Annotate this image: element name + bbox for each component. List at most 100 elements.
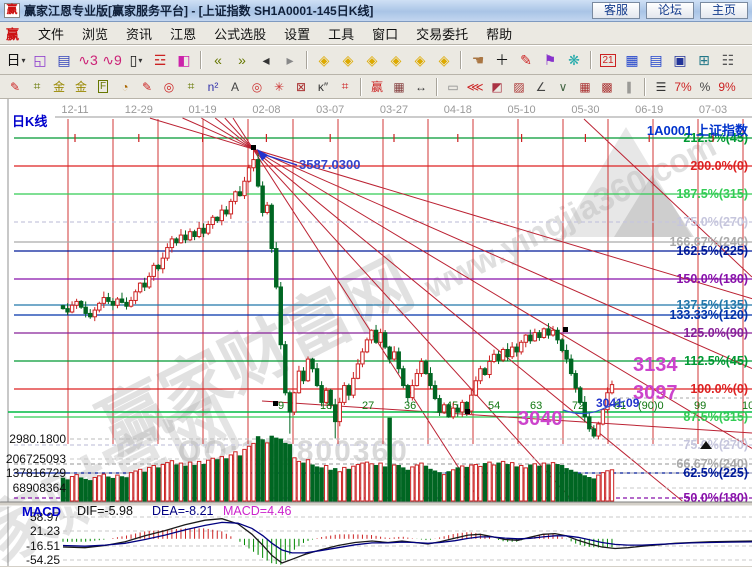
pattern-tool-icon[interactable]: ◱ [33, 51, 47, 68]
single-candle-dropdown-icon[interactable]: ▯ ▾ [129, 51, 143, 68]
starburst-tool-icon[interactable]: ✳ [273, 79, 285, 94]
text-tool-icon[interactable]: A [230, 79, 239, 94]
volume-bar [546, 464, 551, 502]
calculator-tool-icon[interactable]: ▦ [625, 51, 639, 68]
flag-tool-icon[interactable]: ⚑ [543, 51, 557, 68]
volume-bar [147, 466, 152, 502]
fan-lines-tool-icon[interactable]: ⋘ [466, 79, 484, 94]
gann-arrow-2-icon[interactable]: ◈ [342, 51, 354, 68]
candle-body [233, 191, 238, 202]
volume-scale-label: 206725093 [6, 452, 66, 466]
menu-item-0[interactable]: 文件 [38, 26, 65, 42]
candle-body [550, 329, 556, 336]
hand-tool-icon[interactable]: ☚ [471, 51, 485, 68]
calendar-tool-icon[interactable]: 21 [600, 53, 616, 67]
shaded-fan-tool-icon[interactable]: ◩ [491, 79, 503, 94]
chart-canvas[interactable]: 赢家财富网赢家财富网www.yingjia360.comQQ:100800360… [0, 99, 752, 567]
red-grid2-tool-icon[interactable]: ▩ [601, 79, 613, 94]
candle-body [97, 302, 102, 311]
span-tool-icon[interactable]: ↔ [415, 79, 427, 94]
gold-grid-tool-icon[interactable]: 金 [74, 80, 87, 94]
candle-body [405, 385, 411, 399]
volume-bar [491, 464, 497, 502]
target-tool-icon[interactable]: ◎ [251, 79, 263, 94]
menu-item-8[interactable]: 交易委托 [416, 26, 469, 42]
volume-bar [215, 459, 220, 502]
candle-body [478, 368, 483, 382]
scale-ruler-tool-icon[interactable]: ☰ [655, 79, 667, 94]
boxed-grid-tool-icon[interactable]: ⊠ [295, 79, 307, 94]
nav-last-icon[interactable]: » [238, 52, 246, 68]
percent-tool-icon[interactable]: % [699, 79, 711, 94]
toolbar-gann-tools: ✎ ⌗ 金金 F ◔ ✎ ◎ ⌗ n² A ◎ ✳ ⊠ ĸ″ ⌗ 赢 ▦ ↔ ▭ ⋘ ◩ ▨ ∠ ∨ ▦ ▩ ∥ ☰ 7%% 9% [0, 75, 752, 99]
home-button[interactable]: 主页 [700, 2, 748, 19]
period-kline-dropdown-icon[interactable]: 日 ▾ [6, 52, 26, 68]
gold-ratio-tool-icon[interactable]: 金 [52, 80, 65, 94]
percent-9-tool-icon[interactable]: 9% [718, 79, 736, 94]
percent-slope-tool-icon[interactable]: 7% [674, 79, 692, 94]
brain-tool-icon[interactable]: ❋ [568, 51, 580, 68]
save-tool-icon[interactable]: ▣ [673, 51, 687, 68]
v-line-tool-icon[interactable]: ∨ [558, 79, 568, 94]
nav-next-icon[interactable]: ▸ [286, 51, 294, 68]
gann-arrow-3-icon[interactable]: ◈ [366, 51, 378, 68]
nav-prev-icon[interactable]: ◂ [262, 51, 270, 68]
gann-arrow-1-icon[interactable]: ◈ [318, 51, 330, 68]
candle-body [428, 373, 433, 387]
menu-item-4[interactable]: 公式选股 [214, 26, 267, 42]
volume-bar [441, 474, 447, 502]
wave-9-tool-icon[interactable]: ∿9 [102, 51, 122, 68]
pen-tool-icon[interactable]: ✎ [520, 51, 532, 68]
brand-tool-icon[interactable]: 赢 [370, 80, 383, 94]
menu-item-2[interactable]: 资讯 [126, 26, 153, 42]
volume-bar [450, 469, 456, 502]
f-grid-tool-icon[interactable]: F [97, 80, 109, 93]
candle-body [92, 309, 97, 318]
gann-arrow-4-icon[interactable]: ◈ [390, 51, 402, 68]
candle-body [88, 312, 93, 318]
compass-pencil-tool-icon[interactable]: ✎ [9, 79, 21, 94]
color-chart-tool-icon[interactable]: ◧ [177, 51, 191, 68]
gann-wheel-tool-icon[interactable]: ◎ [163, 79, 175, 94]
red-grid-tool-icon[interactable]: ▦ [579, 79, 591, 94]
menu-item-6[interactable]: 工具 [328, 26, 355, 42]
ray-grid-tool-icon[interactable]: ▨ [513, 79, 525, 94]
parallel-tool-icon[interactable]: ∥ [626, 79, 632, 94]
menu-item-3[interactable]: 江恩 [170, 26, 197, 42]
mark-pencil-tool-icon[interactable]: ✎ [141, 79, 153, 94]
k-note-tool-icon[interactable]: ĸ″ [317, 79, 329, 94]
export-tool-icon[interactable]: ⊞ [698, 51, 710, 68]
gann-god-tool-icon[interactable]: ⌗ [341, 79, 349, 93]
menu-item-9[interactable]: 帮助 [486, 26, 513, 42]
menu-item-7[interactable]: 窗口 [372, 26, 399, 42]
dense-grid-tool-icon[interactable]: ⌗ [187, 79, 195, 93]
spiral-tool-icon[interactable]: ◔ [121, 79, 129, 94]
angle-line-tool-icon[interactable]: ∠ [535, 79, 547, 94]
volume-bar [482, 463, 488, 502]
count-grid-tool-icon[interactable]: ▦ [393, 79, 405, 94]
menu-item-5[interactable]: 设置 [284, 26, 311, 42]
print-tool-icon[interactable]: ☷ [721, 51, 735, 68]
memo-tool-icon[interactable]: ▤ [57, 51, 71, 68]
n2-tool-icon[interactable]: n² [207, 79, 219, 94]
quote-list-tool-icon[interactable]: ▤ [649, 51, 663, 68]
volume-bar [92, 476, 97, 502]
candle-body [228, 200, 234, 215]
gann-arrow-5-icon[interactable]: ◈ [414, 51, 426, 68]
service-button[interactable]: 客服 [592, 2, 640, 19]
crosshair-tool-icon[interactable]: ＋ [495, 52, 509, 68]
gann-arrow-6-icon[interactable]: ◈ [438, 51, 450, 68]
macd-dea-line [62, 521, 752, 554]
volume-bar [568, 469, 574, 502]
price-annotation: 3041.09 [596, 396, 640, 410]
candle-body [509, 346, 515, 358]
volume-bar [205, 459, 211, 502]
time-grid-tool-icon[interactable]: ⌗ [33, 79, 41, 93]
trend-tool-icon[interactable]: ☲ [153, 51, 167, 68]
nav-first-icon[interactable]: « [214, 52, 222, 68]
menu-item-1[interactable]: 浏览 [82, 26, 109, 42]
rect-tool-icon[interactable]: ▭ [447, 79, 459, 94]
volume-bar [128, 472, 134, 502]
wave-3-tool-icon[interactable]: ∿3 [78, 51, 98, 68]
forum-button[interactable]: 论坛 [646, 2, 694, 19]
